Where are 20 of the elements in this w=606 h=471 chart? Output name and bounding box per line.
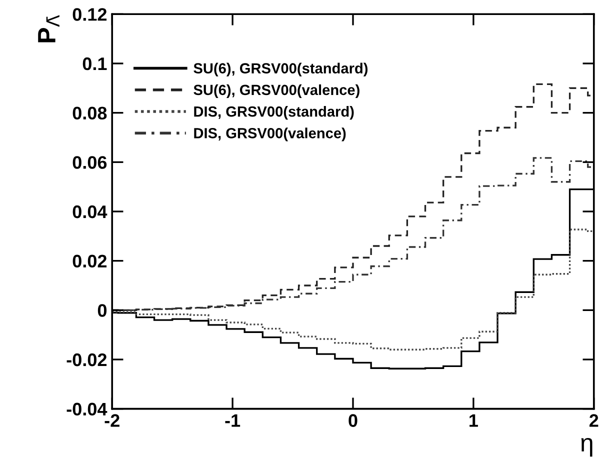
- y-tick-label: 0.1: [82, 57, 107, 70]
- y-tick-label: 0: [98, 304, 107, 317]
- y-tick-label: 0.06: [72, 156, 107, 169]
- y-tick-label: 0.08: [72, 106, 107, 120]
- legend-label: DIS, GRSV00(valence): [194, 128, 346, 142]
- y-tick-label: -0.04: [66, 402, 108, 416]
- y-tick-label: 0.12: [72, 8, 107, 21]
- x-axis-title: η: [581, 438, 592, 457]
- legend-label: SU(6), GRSV00(valence): [194, 84, 360, 98]
- x-tick-label: -2: [104, 414, 120, 427]
- y-tick-label: -0.02: [66, 353, 107, 366]
- x-tick-label: 0: [348, 414, 358, 427]
- legend-label: SU(6), GRSV00(standard): [194, 62, 368, 76]
- y-tick-label: 0.04: [72, 205, 108, 218]
- y-axis-title: P$_{Λ̄}$: [38, 15, 60, 42]
- y-tick-label: 0.02: [72, 254, 107, 268]
- legend-label: DIS, GRSV00(standard): [194, 106, 354, 120]
- x-tick-label: 1: [470, 414, 478, 427]
- x-tick-label: 2: [589, 414, 598, 427]
- x-tick-label: -1: [225, 414, 240, 427]
